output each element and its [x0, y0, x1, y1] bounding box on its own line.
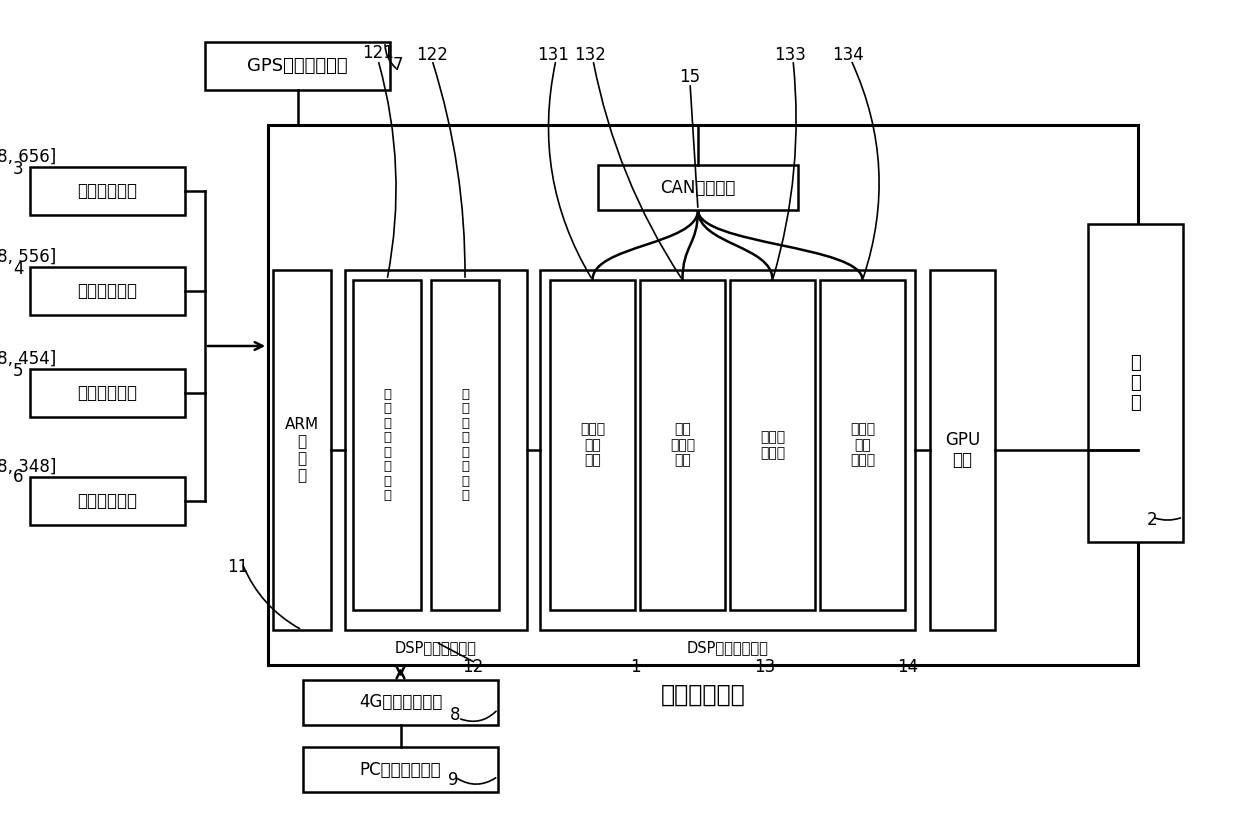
- Text: 12: 12: [463, 658, 484, 676]
- FancyBboxPatch shape: [598, 165, 799, 210]
- Text: 2: 2: [1147, 511, 1157, 529]
- FancyBboxPatch shape: [551, 280, 635, 610]
- Text: 车载计算终端: 车载计算终端: [661, 683, 745, 707]
- Text: 133: 133: [774, 46, 806, 64]
- Text: 6: 6: [12, 468, 24, 486]
- Text: 图像识
别模块: 图像识 别模块: [760, 430, 785, 460]
- Text: ARM
控
制
器: ARM 控 制 器: [285, 417, 319, 483]
- Text: 图
像
全
景
拼
接
模
块: 图 像 全 景 拼 接 模 块: [461, 388, 469, 502]
- Text: 11: 11: [227, 558, 249, 576]
- Text: 7: 7: [393, 56, 403, 74]
- Text: GPU
模块: GPU 模块: [945, 431, 980, 469]
- FancyBboxPatch shape: [30, 167, 185, 215]
- Text: 131: 131: [537, 46, 569, 64]
- Text: 显
示
仪: 显 示 仪: [1130, 354, 1141, 412]
- Text: 图像特
征匹
配模块: 图像特 征匹 配模块: [849, 422, 875, 468]
- Text: 车外前摄像头: 车外前摄像头: [77, 182, 138, 200]
- Text: 相
机
自
动
标
定
模
块: 相 机 自 动 标 定 模 块: [383, 388, 391, 502]
- Text: 车外右摄像头: 车外右摄像头: [77, 492, 138, 510]
- Text: 14: 14: [898, 658, 919, 676]
- Text: DSP图像拼接模块: DSP图像拼接模块: [396, 640, 477, 656]
- Text: 车外左摄像头: 车外左摄像头: [77, 282, 138, 300]
- FancyBboxPatch shape: [30, 477, 185, 525]
- Text: GPS全球定位模块: GPS全球定位模块: [247, 57, 347, 75]
- Text: PC远程监控中心: PC远程监控中心: [360, 761, 441, 779]
- FancyBboxPatch shape: [539, 270, 915, 630]
- FancyBboxPatch shape: [205, 42, 391, 90]
- Text: 132: 132: [574, 46, 606, 64]
- FancyBboxPatch shape: [432, 280, 498, 610]
- FancyBboxPatch shape: [30, 267, 185, 315]
- FancyBboxPatch shape: [30, 369, 185, 417]
- Text: 图像
预处理
模块: 图像 预处理 模块: [670, 422, 696, 468]
- FancyBboxPatch shape: [268, 125, 1138, 665]
- Text: 8: 8: [450, 706, 460, 724]
- Text: 122: 122: [417, 46, 448, 64]
- FancyBboxPatch shape: [303, 680, 498, 725]
- Text: 乘客特
征数
据库: 乘客特 征数 据库: [580, 422, 605, 468]
- Text: [18, 454]: [18, 454]: [0, 350, 56, 368]
- Text: 15: 15: [680, 68, 701, 86]
- Text: [18, 556]: [18, 556]: [0, 248, 56, 266]
- Text: DSP图像检测模块: DSP图像检测模块: [687, 640, 769, 656]
- Text: 4: 4: [12, 260, 24, 278]
- Text: [18, 348]: [18, 348]: [0, 458, 56, 476]
- Text: 车外后摄像头: 车外后摄像头: [77, 384, 138, 402]
- Text: 121: 121: [362, 44, 394, 62]
- Text: CAN通讯模块: CAN通讯模块: [661, 178, 735, 196]
- Text: 1: 1: [630, 658, 640, 676]
- FancyBboxPatch shape: [930, 270, 994, 630]
- FancyBboxPatch shape: [640, 280, 725, 610]
- FancyBboxPatch shape: [353, 280, 422, 610]
- Text: 9: 9: [448, 771, 459, 789]
- FancyBboxPatch shape: [1087, 224, 1183, 542]
- Text: 13: 13: [754, 658, 776, 676]
- Text: 3: 3: [12, 160, 24, 178]
- FancyBboxPatch shape: [303, 747, 498, 792]
- FancyBboxPatch shape: [730, 280, 815, 610]
- FancyBboxPatch shape: [273, 270, 331, 630]
- Text: 5: 5: [12, 362, 24, 380]
- Text: [18, 656]: [18, 656]: [0, 148, 56, 166]
- Text: 4G网络传输模块: 4G网络传输模块: [358, 694, 443, 711]
- Text: 134: 134: [832, 46, 864, 64]
- FancyBboxPatch shape: [820, 280, 905, 610]
- FancyBboxPatch shape: [345, 270, 527, 630]
